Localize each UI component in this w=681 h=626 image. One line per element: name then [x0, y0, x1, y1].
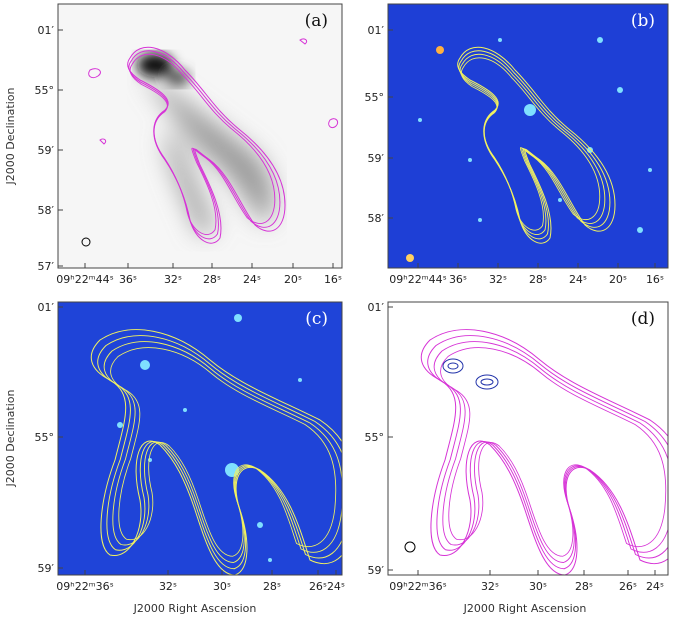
x-tick-label: 28ˢ: [529, 273, 547, 286]
panel-c-frame: [57, 301, 343, 576]
x-tick-label: 09ʰ22ᵐ36ˢ: [389, 580, 446, 593]
y-tick-label: 59′: [368, 152, 385, 165]
y-axis-title: J2000 Declination: [4, 390, 17, 488]
panel-a-frame: [57, 3, 343, 269]
x-tick-label: 28ˢ: [203, 273, 221, 286]
x-tick-label: 09ʰ22ᵐ44ˢ: [389, 273, 446, 286]
y-tick-label: 01′: [38, 24, 55, 37]
x-tick-label: 09ʰ22ᵐ36ˢ: [56, 580, 113, 593]
y-tick-label: 01′: [368, 301, 385, 314]
x-tick-label: 20ˢ: [609, 273, 627, 286]
x-tick-label: 36ˢ: [449, 273, 467, 286]
panel-d-image: [388, 302, 668, 575]
y-tick-label: 55°: [365, 91, 385, 104]
y-tick-label: 58′: [38, 204, 55, 217]
panel-b-frame: [387, 3, 669, 269]
x-tick-label: 28ˢ: [575, 580, 593, 593]
y-tick-label: 01′: [368, 24, 385, 37]
panel-b-image: [388, 4, 668, 268]
y-tick-label: 59′: [38, 144, 55, 157]
panel-a-image: [58, 4, 342, 268]
y-tick-label: 59′: [368, 564, 385, 577]
x-tick-label: 16ˢ: [646, 273, 664, 286]
x-tick-label: 24ˢ: [243, 273, 261, 286]
x-tick-label: 30ˢ: [529, 580, 547, 593]
panel-label: (a): [305, 11, 328, 31]
y-tick-label: 59′: [38, 562, 55, 575]
x-axis-title: J2000 Right Ascension: [133, 602, 257, 615]
panel-label: (c): [305, 309, 328, 329]
x-tick-label: 26ˢ: [309, 580, 327, 593]
x-tick-label: 09ʰ22ᵐ44ˢ: [56, 273, 113, 286]
x-axis-title: J2000 Right Ascension: [463, 602, 587, 615]
x-tick-label: 32ˢ: [164, 273, 182, 286]
panel-d-frame: [387, 301, 669, 576]
x-tick-label: 32ˢ: [489, 273, 507, 286]
x-tick-label: 26ˢ: [619, 580, 637, 593]
y-tick-label: 57′: [38, 260, 55, 273]
y-axis-title: J2000 Declination: [4, 88, 17, 186]
panel-label: (b): [631, 11, 655, 31]
x-tick-label: 16ˢ: [324, 273, 342, 286]
x-tick-label: 24ˢ: [646, 580, 664, 593]
x-tick-label: 36ˢ: [119, 273, 137, 286]
x-tick-label: 32ˢ: [159, 580, 177, 593]
y-tick-label: 01′: [38, 301, 55, 314]
y-tick-label: 58′: [368, 212, 385, 225]
y-tick-label: 55°: [365, 431, 385, 444]
x-tick-label: 30ˢ: [213, 580, 231, 593]
x-tick-label: 24ˢ: [327, 580, 345, 593]
x-tick-label: 20ˢ: [284, 273, 302, 286]
panel-label: (d): [631, 309, 655, 329]
y-tick-label: 55°: [35, 84, 55, 97]
y-tick-label: 55°: [35, 431, 55, 444]
x-tick-label: 28ˢ: [263, 580, 281, 593]
panel-c-image: [58, 302, 342, 575]
x-tick-label: 32ˢ: [481, 580, 499, 593]
x-tick-label: 24ˢ: [569, 273, 587, 286]
